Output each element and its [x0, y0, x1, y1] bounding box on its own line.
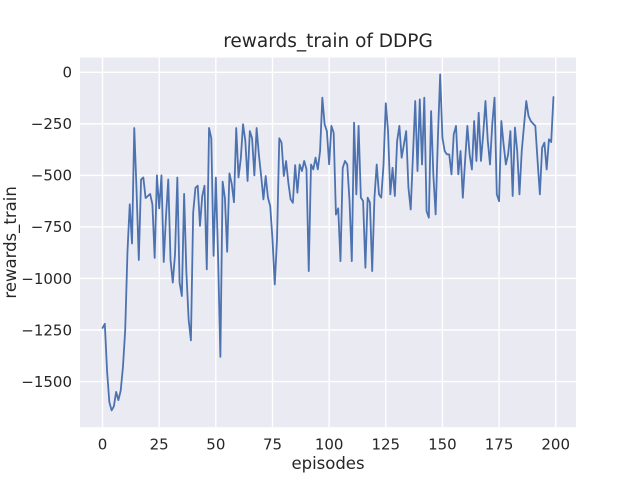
- x-tick-label: 0: [98, 436, 108, 454]
- x-tick-label: 175: [485, 436, 514, 454]
- tick-labels: 0 25 50 75 100 125 150 175 200 0 −250 −500 −750 −1000…: [21, 64, 570, 454]
- x-tick-label: 200: [541, 436, 570, 454]
- y-tick-label: −250: [31, 115, 72, 133]
- chart-title: rewards_train of DDPG: [223, 31, 433, 52]
- rewards-train-line: [101, 73, 555, 412]
- x-tick-label: 150: [428, 436, 457, 454]
- x-tick-label: 75: [263, 436, 282, 454]
- x-tick-label: 25: [150, 436, 169, 454]
- y-axis-label: rewards_train: [1, 186, 21, 298]
- y-tick-label: −1500: [21, 373, 72, 391]
- x-axis-label: episodes: [291, 454, 364, 473]
- y-tick-label: −1000: [21, 270, 72, 288]
- x-tick-label: 125: [371, 436, 400, 454]
- y-tick-label: 0: [62, 64, 72, 82]
- gridlines: [80, 57, 576, 428]
- y-tick-label: −1250: [21, 321, 72, 339]
- y-tick-label: −750: [31, 218, 72, 236]
- x-tick-label: 100: [315, 436, 344, 454]
- x-tick-label: 50: [206, 436, 225, 454]
- y-tick-label: −500: [31, 167, 72, 185]
